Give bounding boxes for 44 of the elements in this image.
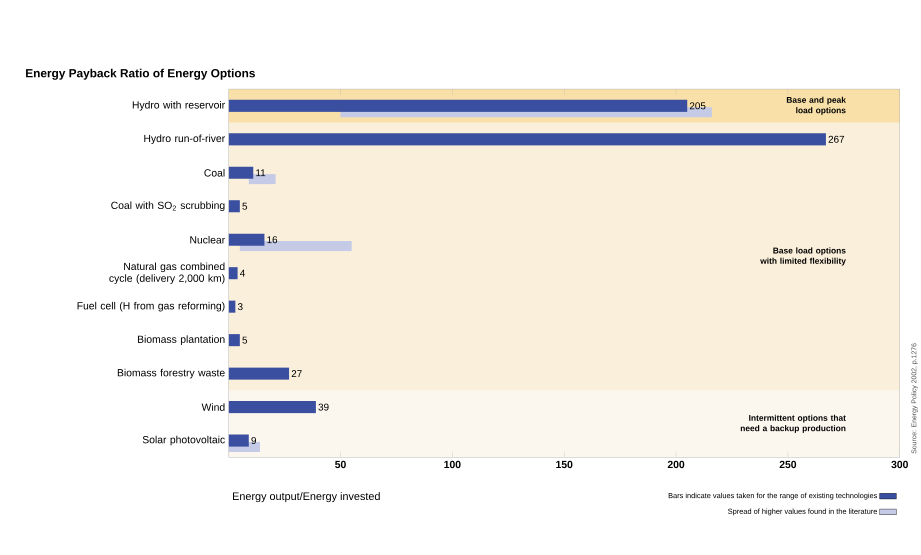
data-label: 267 bbox=[828, 136, 844, 143]
bar bbox=[228, 200, 240, 212]
chart-title: Energy Payback Ratio of Energy Options bbox=[26, 68, 255, 80]
data-label: 27 bbox=[292, 370, 302, 377]
x-tick-label: 100 bbox=[444, 460, 461, 468]
bar bbox=[228, 234, 264, 246]
bar bbox=[228, 367, 290, 380]
data-label: 9 bbox=[251, 436, 256, 444]
data-label: 16 bbox=[267, 236, 278, 244]
y-tick-label: Fuel cell (H from gas reforming) bbox=[78, 302, 224, 312]
data-label: 205 bbox=[690, 102, 706, 110]
x-tick-label: 300 bbox=[891, 460, 908, 468]
bar bbox=[228, 133, 826, 146]
band-label: Base load options with limited flexibility bbox=[760, 247, 846, 266]
band-label: Intermittent options that need a backup production bbox=[740, 414, 846, 433]
bar bbox=[228, 166, 254, 179]
y-tick-label: Nuclear bbox=[190, 236, 225, 244]
bar bbox=[228, 400, 316, 413]
data-label: 11 bbox=[256, 169, 266, 176]
bar bbox=[228, 300, 236, 313]
y-tick-label: Solar photovoltaic bbox=[142, 436, 225, 446]
x-axis-title: Energy output/Energy invested bbox=[233, 492, 380, 502]
bar bbox=[228, 334, 240, 346]
data-label: 5 bbox=[242, 336, 248, 344]
bar bbox=[228, 267, 238, 280]
y-tick-label: Natural gas combined cycle (delivery 2,000 km) bbox=[109, 262, 224, 284]
x-tick-label: 150 bbox=[556, 460, 572, 468]
bar bbox=[228, 100, 688, 112]
x-tick-label: 50 bbox=[335, 460, 346, 468]
data-label: 39 bbox=[318, 403, 329, 410]
y-tick-label: Wind bbox=[202, 403, 224, 411]
x-tick-label: 250 bbox=[780, 460, 796, 468]
y-tick-label: Coal with SO$_{2}$ scrubbing bbox=[111, 201, 224, 211]
y-tick-label: Coal bbox=[204, 168, 224, 176]
x-tick-label: 200 bbox=[668, 460, 684, 468]
y-tick-label: Hydro run-of-river bbox=[144, 134, 225, 144]
data-label: 5 bbox=[242, 202, 248, 210]
data-label: 4 bbox=[240, 270, 245, 276]
y-tick-label: Hydro with reservoir bbox=[132, 100, 225, 111]
bar bbox=[228, 434, 249, 446]
y-tick-label: Biomass plantation bbox=[138, 335, 224, 345]
band-label: Base and peak load options bbox=[786, 96, 846, 115]
data-label: 3 bbox=[238, 303, 243, 310]
y-tick-label: Biomass forestry waste bbox=[118, 368, 225, 378]
